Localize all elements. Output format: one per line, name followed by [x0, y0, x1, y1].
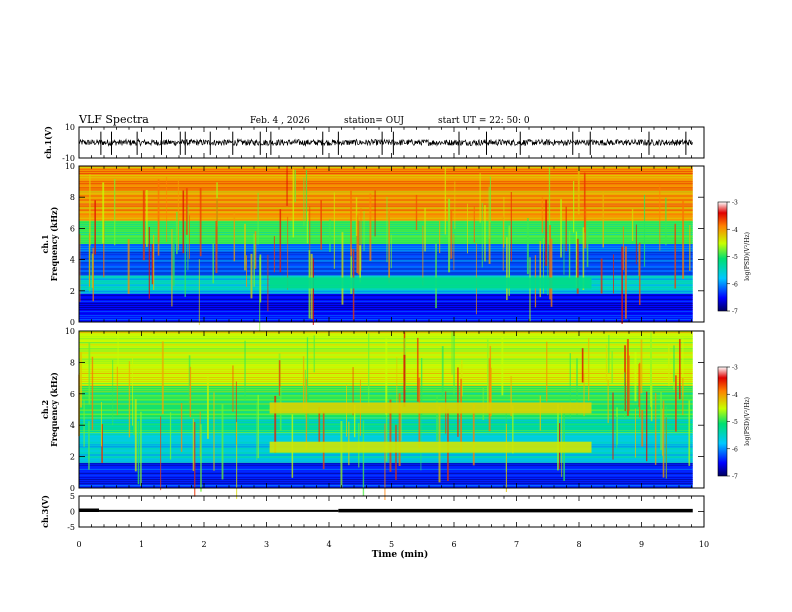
ch1-spectrogram-y-tick-label: 4: [70, 256, 75, 265]
y-axis-label: ch.2: [40, 400, 50, 419]
colorbar-tick-label: -4: [732, 227, 738, 234]
ch1-spectrogram-y-tick-label: 6: [70, 224, 75, 233]
ch1-waveform-trace: [78, 138, 693, 147]
ch2-spectrogram-y-tick-label: 4: [70, 421, 75, 430]
ch2-spectrogram-emission-band: [269, 402, 592, 414]
ch2-spectrogram-y-tick-label: 2: [70, 453, 75, 462]
y-axis-label: ch.1(V): [43, 126, 53, 159]
colorbar-gradient: [717, 366, 728, 477]
time-axis: 0 1 2 3 4 5 6 7 8 9 10: [76, 540, 709, 549]
ch2-spectrogram-emission-band: [269, 441, 592, 453]
x-tick-label: 6: [451, 540, 456, 549]
colorbar-tick-label: -6: [732, 446, 738, 453]
date-label: Feb. 4 , 2026: [250, 116, 310, 126]
ch1-spectrogram-band: [79, 244, 693, 276]
ch3-wave-y-tick-label: 0: [70, 508, 75, 517]
x-tick-label: 0: [76, 540, 81, 549]
ch2-spectrogram-colorbar: -3 -4 -5 -6 -7 log(PSD)(V²/Hz): [717, 365, 751, 481]
ch2-spectrogram-panel: 0 2 4 6 8 10 ch.2 Frequency (kHz) -3 -4 -5 -6 -7 log(…: [40, 327, 751, 500]
ch1-wave-y-tick-label: 10: [65, 123, 75, 132]
y-axis-label: ch.3(V): [40, 495, 50, 528]
ch1-spectrogram-colorbar: -3 -4 -5 -6 -7 log(PSD)(V²/Hz): [717, 200, 751, 316]
colorbar-tick-label: -5: [732, 419, 738, 426]
station-label: station= OUJ: [344, 116, 404, 126]
start-time-label: start UT = 22: 50: 0: [438, 116, 530, 126]
x-tick-label: 1: [139, 540, 144, 549]
x-tick-label: 5: [389, 540, 394, 549]
x-tick-label: 2: [201, 540, 206, 549]
figure-title: VLF Spectra: [78, 113, 149, 126]
ch1-spectrogram-y-tick-label: 2: [70, 287, 75, 296]
ch1-spectrogram-band: [79, 166, 693, 221]
ch2-spectrogram-image: [78, 331, 704, 500]
colorbar-tick-label: -7: [732, 474, 738, 481]
ch3-wave-y-tick-label: -5: [67, 523, 75, 532]
ch1-waveform-panel: 10 -10 ch.1(V): [43, 123, 705, 163]
ch3-wave-y-tick-label: 5: [70, 492, 75, 501]
colorbar-tick-label: -6: [732, 281, 738, 288]
ch2-spectrogram-y-tick-label: 0: [70, 484, 75, 493]
colorbar-label: log(PSD)(V²/Hz): [744, 397, 751, 446]
x-tick-label: 9: [639, 540, 644, 549]
ch1-spectrogram-y-tick-label: 10: [65, 162, 75, 171]
x-tick-label: 7: [514, 540, 519, 549]
colorbar-tick-label: -7: [732, 309, 738, 316]
y-axis-label: Frequency (kHz): [49, 206, 59, 281]
colorbar-tick-label: -4: [732, 392, 738, 399]
ch1-spectrogram-emission-band: [269, 277, 592, 289]
colorbar-gradient: [717, 201, 728, 312]
x-tick-label: 8: [576, 540, 581, 549]
x-tick-label: 4: [326, 540, 331, 549]
ch2-spectrogram-y-tick-label: 8: [70, 358, 75, 367]
colorbar-tick-label: -3: [732, 200, 738, 207]
ch2-spectrogram-y-tick-label: 10: [65, 327, 75, 336]
colorbar-tick-label: -3: [732, 365, 738, 372]
y-axis-label: ch.1: [40, 234, 50, 253]
y-axis-label: Frequency (kHz): [49, 372, 59, 447]
colorbar-tick-label: -5: [732, 254, 738, 261]
ch1-spectrogram-y-tick-label: 8: [70, 193, 75, 202]
ch1-spectrogram-panel: 0 2 4 6 8 10 ch.1 Frequency (kHz) -3 -4 -5 -6 -7 log(…: [40, 162, 751, 334]
x-axis-label: Time (min): [372, 549, 429, 560]
ch1-wave-y-tick-label: -10: [62, 154, 75, 163]
ch1-spectrogram-image: [79, 166, 704, 334]
x-tick-label: 10: [699, 540, 709, 549]
ch2-spectrogram-y-tick-label: 6: [70, 390, 75, 399]
ch3-waveform-panel: 5 0 -5 ch.3(V): [40, 492, 705, 532]
colorbar-label: log(PSD)(V²/Hz): [744, 232, 751, 281]
x-tick-label: 3: [264, 540, 269, 549]
ch1-spectrogram-y-tick-label: 0: [70, 318, 75, 327]
